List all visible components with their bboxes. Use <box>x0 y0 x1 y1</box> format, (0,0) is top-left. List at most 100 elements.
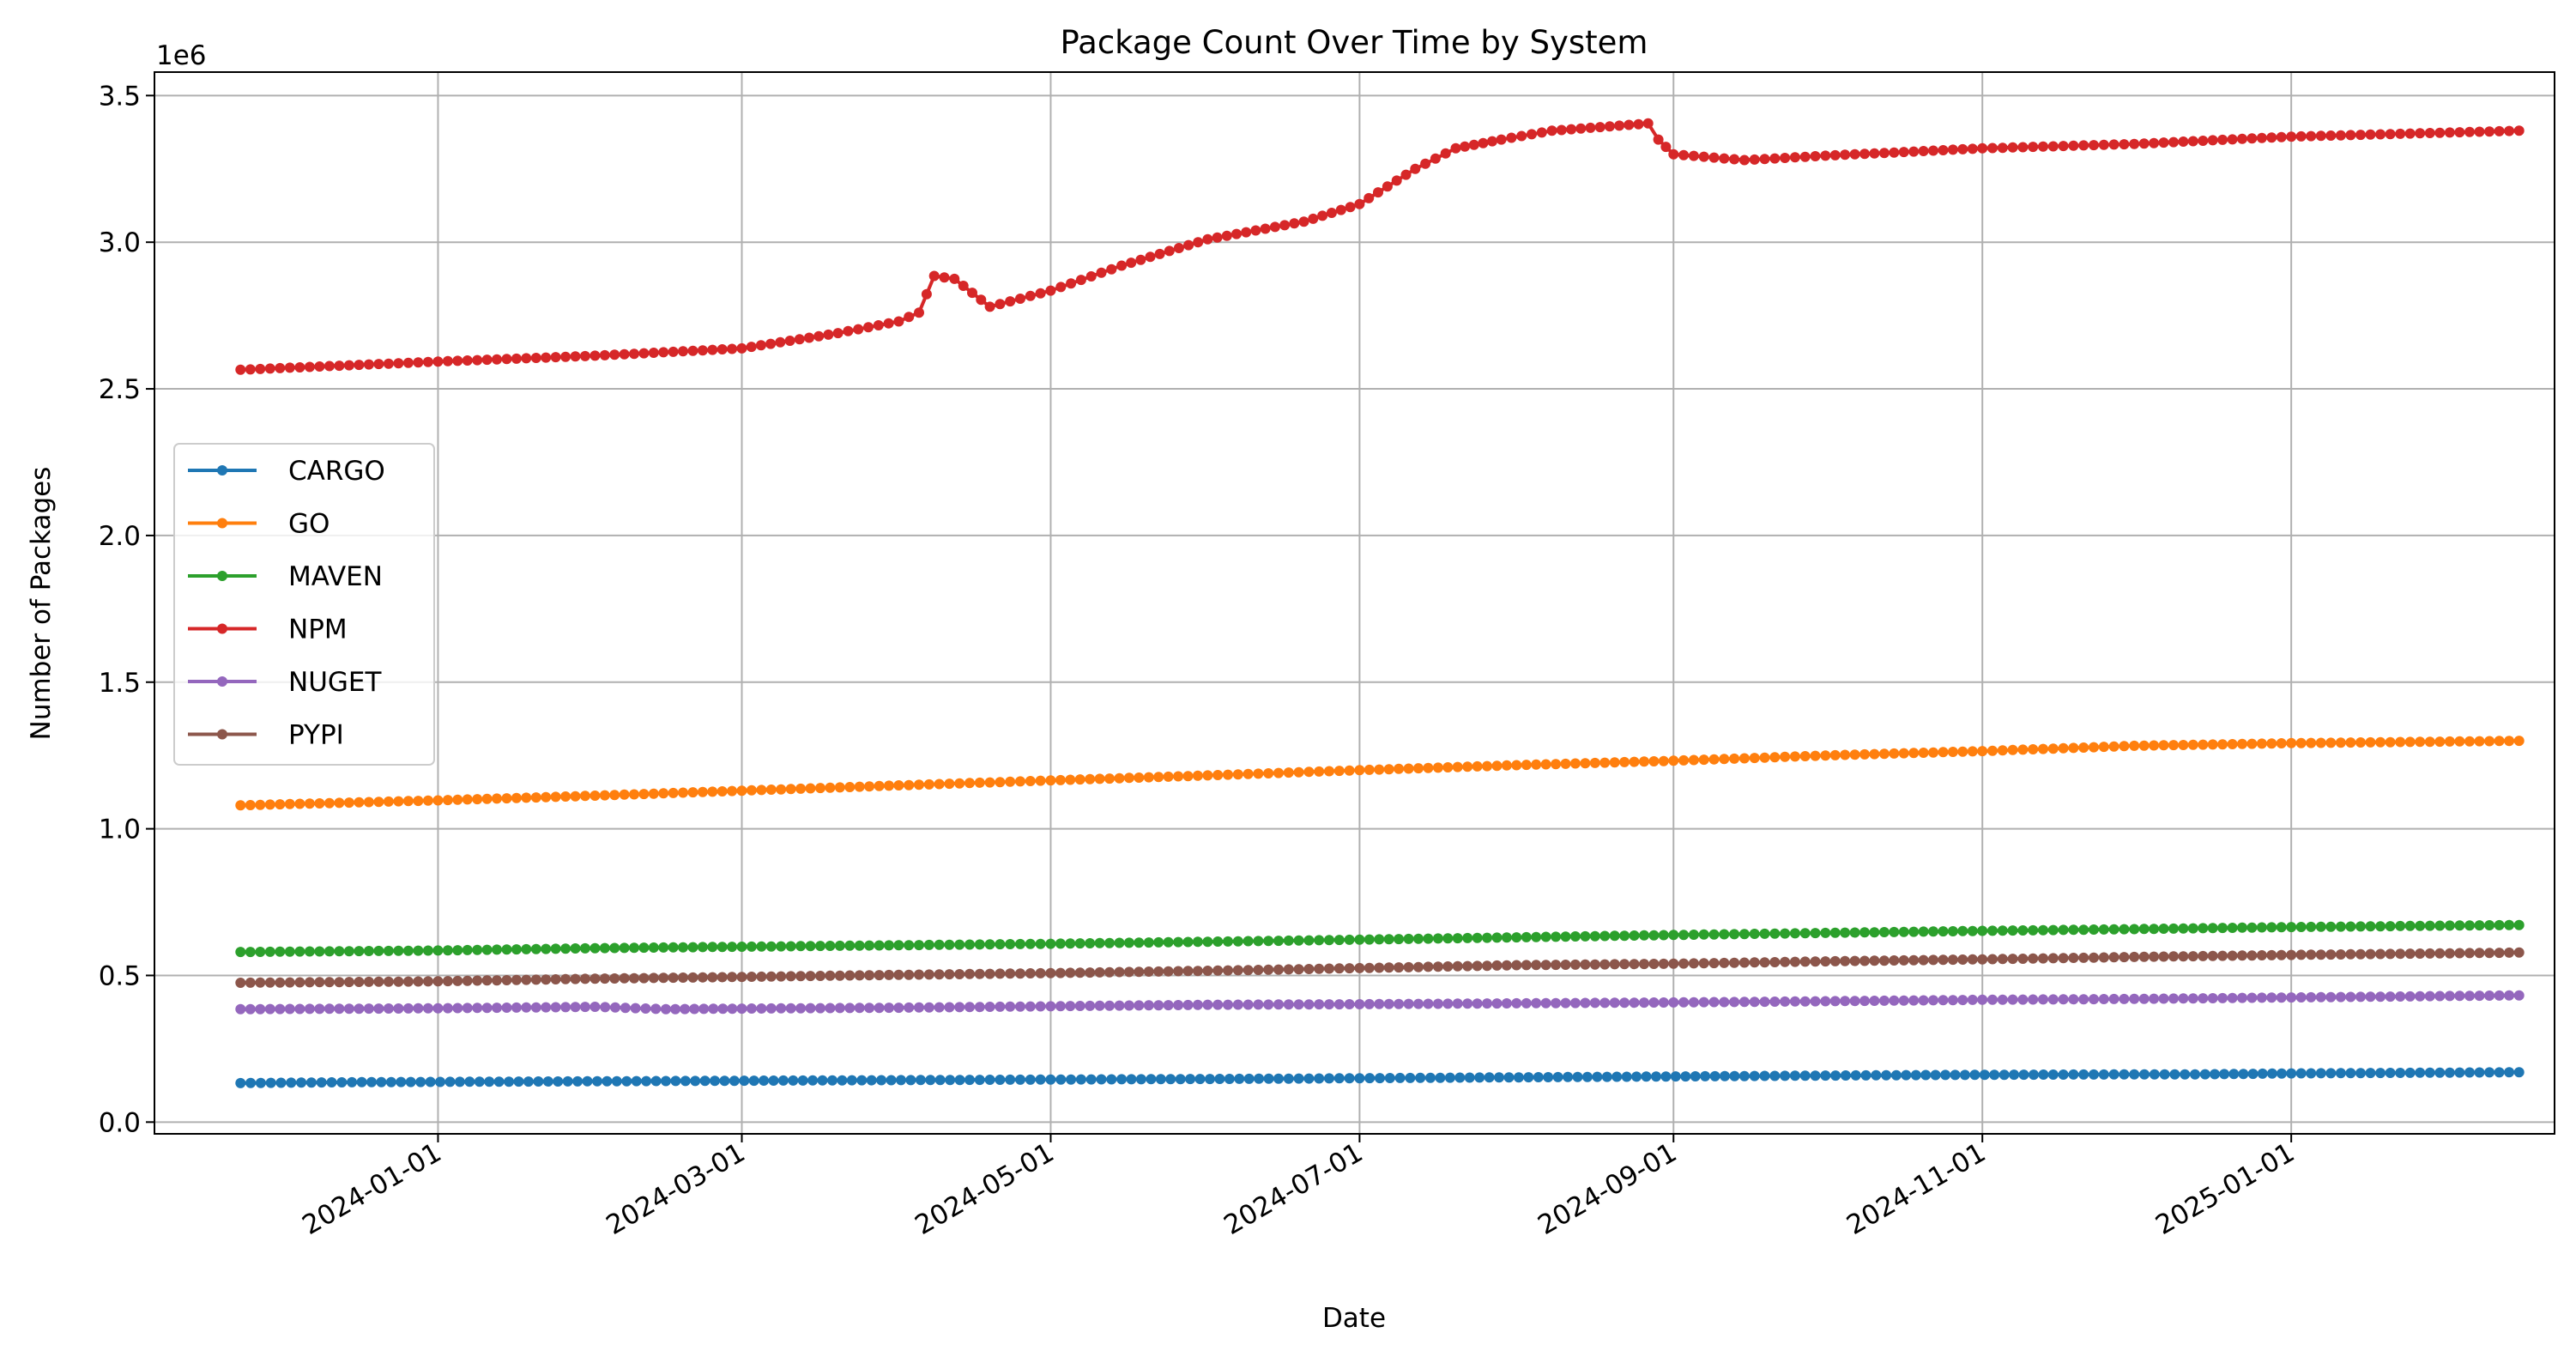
data-point-maven <box>893 940 904 951</box>
data-point-cargo <box>356 1076 367 1087</box>
data-point-npm <box>413 357 424 368</box>
data-point-nuget <box>923 1002 934 1013</box>
data-point-pypi <box>717 972 728 983</box>
data-point-pypi <box>1908 954 1920 966</box>
data-point-go <box>629 789 639 800</box>
data-point-nuget <box>1462 998 1473 1009</box>
data-point-go <box>1212 770 1224 780</box>
data-point-pypi <box>2227 950 2238 961</box>
data-point-nuget <box>2365 991 2376 1003</box>
data-point-cargo <box>2108 1069 2119 1080</box>
data-point-cargo <box>797 1075 808 1086</box>
data-point-nuget <box>1878 995 1890 1006</box>
data-point-pypi <box>1303 964 1315 974</box>
data-point-npm <box>550 352 561 363</box>
grid-lines <box>154 72 2555 1134</box>
data-point-go <box>1977 746 1988 757</box>
data-point-nuget <box>1015 1001 1025 1012</box>
data-point-cargo <box>2404 1067 2416 1078</box>
y-axis-multiplier: 1e6 <box>156 40 207 71</box>
data-point-pypi <box>550 974 561 984</box>
data-point-npm <box>1400 169 1412 180</box>
data-point-go <box>1153 772 1164 783</box>
data-point-pypi <box>1243 965 1254 976</box>
data-point-go <box>1025 776 1036 786</box>
data-point-maven <box>442 945 453 956</box>
series-lines <box>235 118 2525 1088</box>
data-point-cargo <box>1592 1071 1603 1082</box>
data-point-npm <box>1604 121 1615 132</box>
data-point-go <box>1599 757 1611 768</box>
data-point-cargo <box>533 1076 544 1087</box>
data-point-nuget <box>2129 993 2140 1004</box>
data-point-nuget <box>354 1003 365 1015</box>
data-point-pypi <box>2007 954 2018 965</box>
data-point-nuget <box>2227 992 2238 1003</box>
data-point-nuget <box>1212 999 1224 1010</box>
data-point-cargo <box>1789 1070 1800 1081</box>
data-point-npm <box>638 348 650 359</box>
data-point-go <box>2355 737 2366 748</box>
data-point-nuget <box>1698 997 1709 1008</box>
data-point-cargo <box>1344 1073 1355 1084</box>
data-point-npm <box>1840 149 1851 161</box>
data-point-maven <box>2295 922 2307 932</box>
data-point-npm <box>2207 135 2218 146</box>
data-point-maven <box>1452 933 1463 944</box>
data-point-pypi <box>844 970 856 981</box>
data-point-go <box>1243 768 1254 779</box>
data-point-pypi <box>1462 960 1473 972</box>
data-point-nuget <box>1442 998 1454 1009</box>
data-point-pypi <box>1104 966 1115 978</box>
data-point-pypi <box>629 972 639 984</box>
data-point-pypi <box>678 972 688 983</box>
data-point-cargo <box>336 1077 348 1087</box>
data-point-nuget <box>1173 1000 1184 1010</box>
data-point-nuget <box>1668 997 1679 1008</box>
data-point-nuget <box>1820 996 1831 1007</box>
data-point-go <box>501 793 512 804</box>
data-point-cargo <box>759 1075 770 1086</box>
data-point-pypi <box>795 971 807 982</box>
data-point-npm <box>921 288 932 300</box>
data-point-pypi <box>1403 961 1414 972</box>
data-point-pypi <box>765 971 777 982</box>
data-point-nuget <box>1065 1001 1076 1012</box>
data-point-cargo <box>1513 1072 1524 1083</box>
data-point-cargo <box>1293 1073 1304 1084</box>
data-point-npm <box>1594 122 1605 133</box>
data-point-maven <box>2007 925 2018 936</box>
data-point-go <box>2108 741 2119 752</box>
data-point-go <box>697 786 708 797</box>
data-point-go <box>1589 757 1600 768</box>
data-point-maven <box>825 941 836 951</box>
data-point-cargo <box>1523 1072 1534 1083</box>
data-point-npm <box>2434 127 2446 138</box>
data-point-nuget <box>2038 994 2048 1005</box>
data-point-pypi <box>1759 957 1770 968</box>
data-point-nuget <box>984 1002 995 1012</box>
data-point-npm <box>939 272 950 283</box>
data-point-maven <box>1729 929 1740 940</box>
data-point-go <box>1957 746 1968 757</box>
data-point-maven <box>2335 921 2346 932</box>
data-point-maven <box>629 942 639 954</box>
data-point-nuget <box>2464 990 2475 1002</box>
data-point-go <box>2424 736 2435 748</box>
data-point-npm <box>1496 134 1507 145</box>
data-point-go <box>354 797 365 808</box>
data-point-go <box>2444 736 2455 747</box>
data-point-nuget <box>1629 997 1640 1009</box>
data-point-nuget <box>1025 1001 1036 1012</box>
data-point-go <box>746 784 757 796</box>
data-point-pypi <box>2178 951 2189 962</box>
data-point-go <box>1035 775 1046 786</box>
data-point-nuget <box>1263 999 1274 1010</box>
data-point-nuget <box>1383 998 1394 1009</box>
legend-swatch-marker <box>217 571 227 581</box>
data-point-go <box>255 799 266 810</box>
data-point-maven <box>678 942 688 953</box>
data-point-npm <box>1642 118 1654 129</box>
data-point-pypi <box>2119 952 2130 963</box>
data-point-npm <box>402 357 414 368</box>
